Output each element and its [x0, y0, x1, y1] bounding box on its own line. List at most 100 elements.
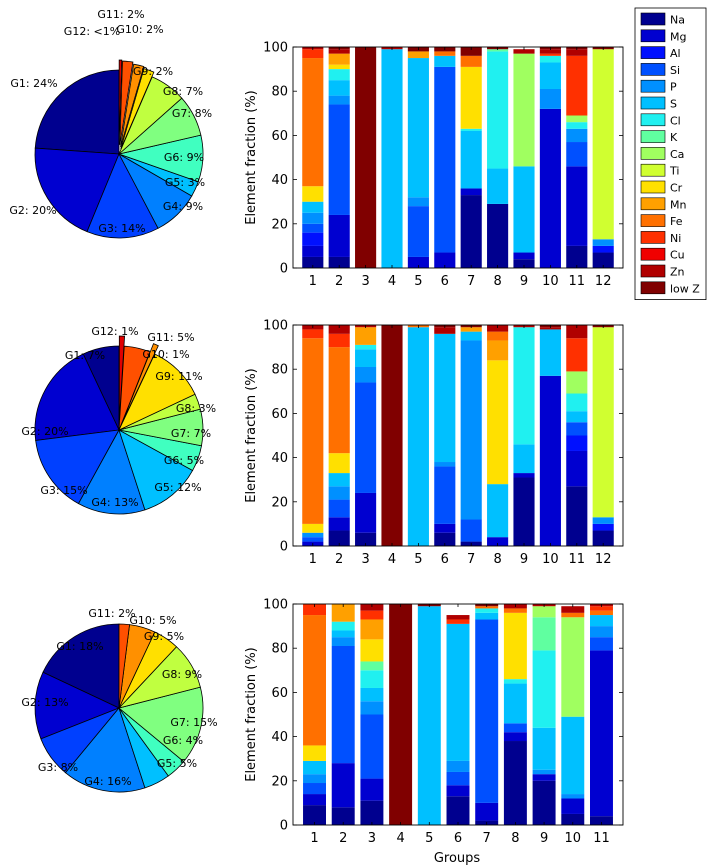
- legend-swatch-ca: [640, 147, 666, 160]
- bar-12-ti: [592, 49, 614, 240]
- legend-label-ti: Ti: [669, 165, 679, 178]
- bar-10-mg: [561, 798, 585, 814]
- bar-6-na: [434, 532, 456, 546]
- bar-9-cl: [532, 650, 556, 728]
- pie-slice-g5: [118, 429, 194, 511]
- x-tick-12: 12: [595, 274, 612, 289]
- bar-9-k: [532, 617, 556, 651]
- bar-2-cl: [331, 621, 355, 631]
- y-tick-0: 0: [280, 540, 288, 555]
- legend-label-cr: Cr: [670, 182, 683, 195]
- bar-2-na: [328, 256, 350, 268]
- y-tick-20: 20: [271, 495, 288, 510]
- legend-swatch-s: [640, 96, 666, 110]
- bar-7-mg: [475, 802, 499, 821]
- legend-label-s: S: [670, 98, 677, 111]
- bar-1-p: [302, 212, 324, 224]
- bar-12-p: [592, 239, 614, 246]
- y-tick-100: 100: [263, 319, 288, 334]
- pie-label-g1: G1: 7%: [65, 349, 105, 362]
- y-tick-20: 20: [271, 774, 288, 789]
- bar-9-p: [532, 769, 556, 775]
- bar-2-na: [328, 530, 350, 546]
- x-tick-1: 1: [309, 274, 317, 289]
- pie-label-g2: G2: 13%: [21, 696, 68, 709]
- bar-11-cl: [566, 393, 588, 412]
- bar-7-mg: [460, 188, 482, 196]
- bar-3-s: [360, 687, 384, 702]
- bar-10-s: [539, 62, 561, 89]
- pie-label-g3: G3: 8%: [38, 761, 78, 774]
- bar-2-si: [328, 499, 350, 518]
- pie-label-g10: G10: 5%: [129, 614, 176, 627]
- pie-label-g3: G3: 15%: [40, 484, 87, 497]
- bar-6-na: [446, 796, 470, 825]
- bar-7-s: [460, 331, 482, 341]
- bar-10-ca: [561, 617, 585, 717]
- bar-10-p: [561, 794, 585, 799]
- pie-slice-g9: [120, 68, 155, 150]
- legend-swatch-mg: [640, 29, 666, 43]
- legend-swatch-p: [640, 79, 666, 93]
- pie-slice-g10: [120, 63, 145, 148]
- bar-3-p: [355, 366, 377, 383]
- legend-swatch-low-z: [640, 281, 666, 295]
- bar-4-s: [381, 49, 403, 269]
- bar-9-na: [532, 780, 556, 825]
- bar-12-ti: [592, 327, 614, 518]
- legend-swatch-si: [640, 63, 666, 76]
- pie-label-g2: G2: 20%: [9, 204, 56, 217]
- pie-label-g7: G7: 15%: [170, 716, 217, 729]
- legend-swatch-cr: [640, 180, 666, 194]
- pie-label-g7: G7: 8%: [172, 107, 212, 120]
- bar-11-s: [566, 411, 588, 423]
- bar-1-na: [303, 805, 326, 825]
- bar-11-mg: [566, 450, 588, 487]
- bar-8-si: [503, 723, 527, 733]
- pie-chart-1: G1: 24% G2: 20% G3: 14% G4: 9% G5: 3% G6: 9% G…: [9, 8, 212, 239]
- bar-10-mg: [539, 375, 561, 546]
- pie-label-g4: G4: 16%: [84, 775, 131, 788]
- legend-swatch-cu: [640, 247, 666, 261]
- pie-slice-g3: [35, 429, 120, 505]
- bar-3-mn: [355, 327, 377, 345]
- bar-9-s: [513, 444, 535, 474]
- bar-11-zn: [566, 325, 588, 339]
- bar-8-cl: [487, 51, 509, 169]
- pie-label-g6: G6: 9%: [164, 151, 204, 164]
- bar-10-zn: [539, 327, 561, 330]
- bar-11-na: [566, 245, 588, 268]
- bar-5-p: [407, 197, 429, 207]
- bar-1-cr: [302, 186, 324, 202]
- bar-1-fe: [302, 58, 324, 187]
- pie-label-g1: G1: 24%: [10, 77, 57, 90]
- pie-label-g9: G9: 5%: [144, 630, 184, 643]
- bar-2-mn: [328, 53, 350, 65]
- bar-8-s: [487, 168, 509, 204]
- x-tick-4: 4: [388, 274, 396, 289]
- bar-1-fe: [302, 338, 324, 524]
- bar-9-mg: [513, 473, 535, 478]
- bar-8-mg: [503, 732, 527, 742]
- bar-6-s: [434, 55, 456, 67]
- x-tick-10: 10: [542, 552, 559, 567]
- bar-6-p: [434, 462, 456, 467]
- bar-7-cr: [460, 66, 482, 129]
- legend-label-fe: Fe: [670, 215, 683, 228]
- bar-6-s: [446, 623, 470, 761]
- bar-3-cl: [355, 344, 377, 350]
- bar-10-zn: [561, 606, 585, 613]
- bar-1-na: [302, 256, 324, 268]
- legend-label-ni: Ni: [670, 232, 681, 245]
- y-tick-100: 100: [263, 598, 288, 613]
- pie-label-g6: G6: 4%: [163, 734, 203, 747]
- bar-4-low-z: [381, 325, 403, 546]
- x-tick-11: 11: [569, 552, 586, 567]
- bar-11-cl: [566, 122, 588, 129]
- bar-7-low-z: [460, 47, 482, 56]
- pie-chart-3: G1: 18% G2: 13% G3: 8% G4: 16% G5: 5% G6: 4% G…: [21, 607, 218, 793]
- x-tick-12: 12: [595, 552, 612, 567]
- bar-1-ni: [302, 49, 324, 59]
- x-tick-1: 1: [309, 552, 317, 567]
